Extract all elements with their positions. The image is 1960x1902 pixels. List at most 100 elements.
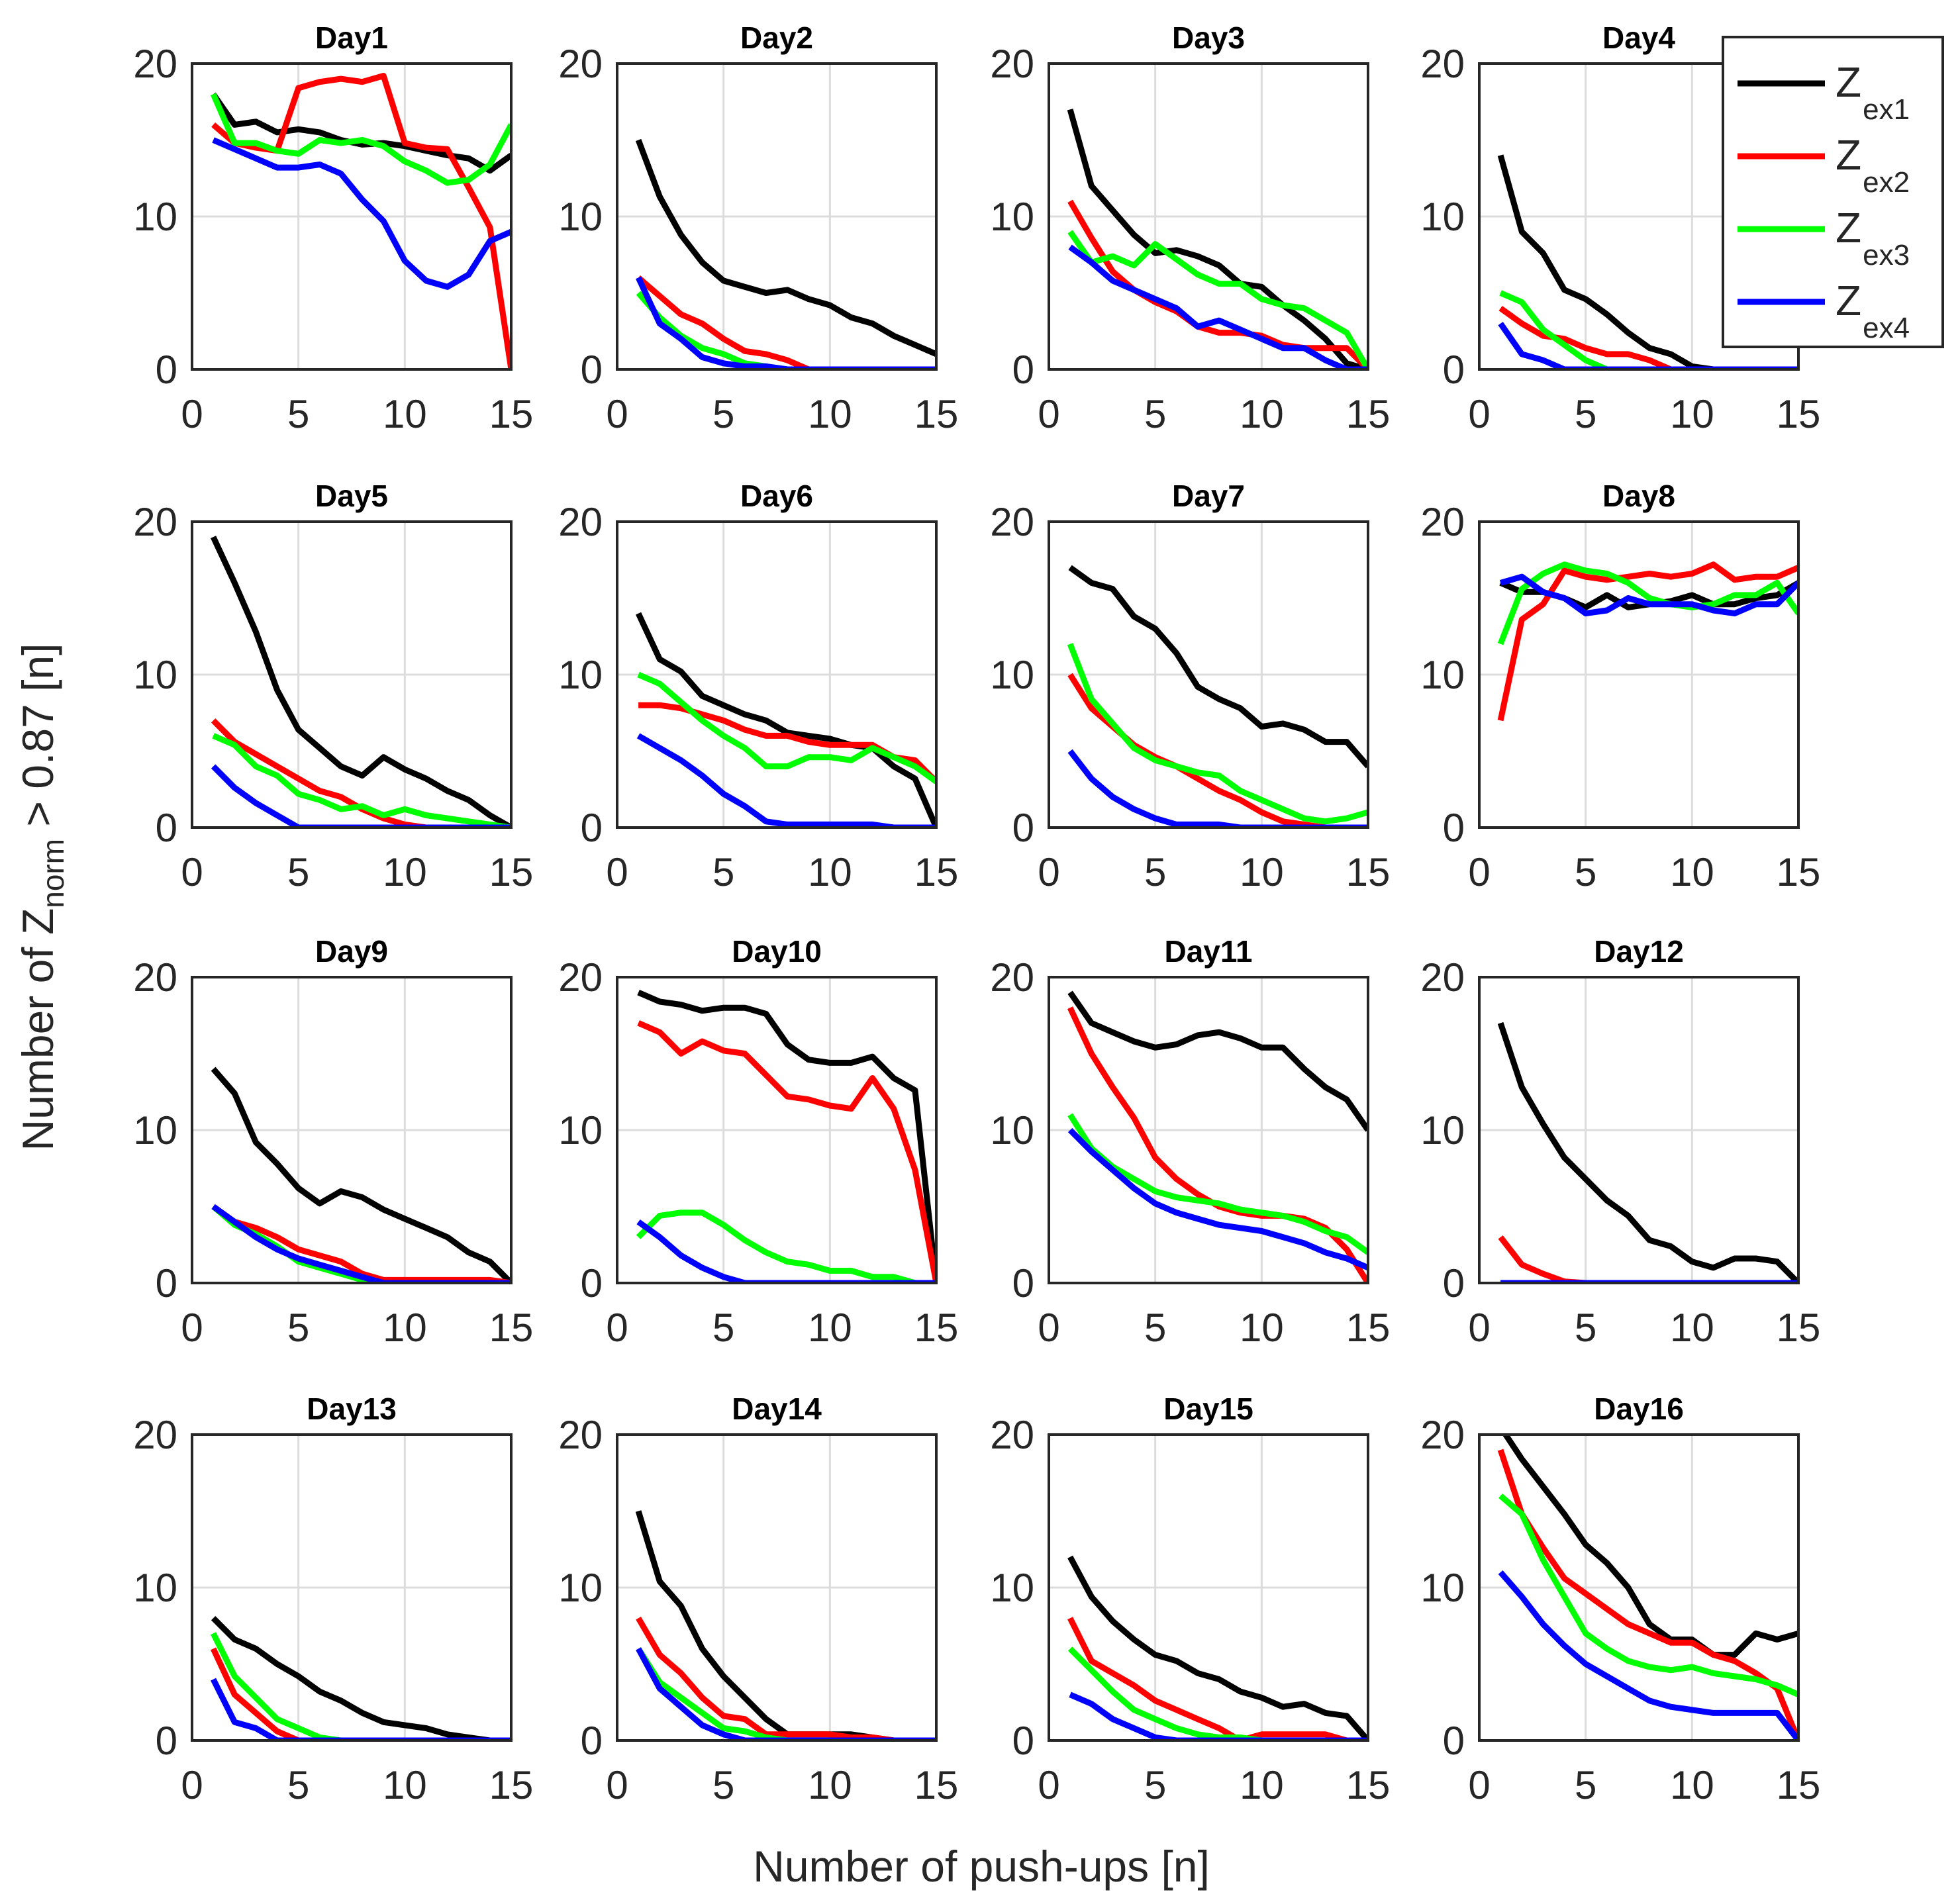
series-line-ex1 — [636, 612, 936, 828]
series-line-ex2 — [1498, 1235, 1798, 1283]
series-line-ex3 — [210, 93, 511, 186]
y-tick-label: 0 — [581, 1719, 603, 1763]
y-tick-label: 10 — [133, 653, 177, 697]
series-line-ex1 — [1067, 1555, 1368, 1740]
x-tick-label: 10 — [1670, 1306, 1714, 1350]
x-tick-label: 0 — [181, 850, 203, 894]
x-tick-label: 15 — [1346, 1306, 1391, 1350]
series-line-ex2 — [211, 1647, 511, 1740]
series-group — [211, 536, 511, 828]
series-line-ex2 — [1497, 1449, 1798, 1740]
series-line-ex4 — [211, 1204, 511, 1283]
x-tick-label: 0 — [1038, 850, 1059, 894]
y-tick-label: 10 — [1420, 653, 1465, 697]
panel-day1: Day1 0 5 10 15 0 10 20 — [133, 21, 533, 436]
x-tick-label: 10 — [808, 1763, 852, 1807]
y-tick-label: 10 — [990, 1108, 1034, 1153]
panel-day16: Day16 0 5 10 15 0 10 20 — [1420, 1392, 1820, 1807]
y-tick-label: 20 — [1420, 955, 1465, 1000]
x-tick-label: 0 — [181, 1763, 203, 1807]
panel-day14: Day14 0 5 10 15 0 10 20 — [558, 1392, 958, 1807]
series-line-ex1 — [211, 1616, 511, 1740]
series-line-ex3 — [1499, 290, 1798, 369]
series-line-ex3 — [1067, 643, 1368, 825]
legend-label-ex3: Zex3 — [1836, 204, 1910, 271]
series-line-ex2 — [1497, 561, 1798, 722]
x-tick-label: 10 — [808, 392, 852, 436]
x-tick-label: 5 — [1575, 392, 1596, 436]
y-tick-label: 20 — [558, 955, 603, 1000]
y-tick-label: 0 — [156, 348, 177, 392]
x-tick-label: 0 — [606, 392, 628, 436]
x-tick-label: 15 — [914, 850, 959, 894]
series-group — [210, 73, 511, 369]
panel-title: Day6 — [740, 479, 813, 513]
series-line-ex2 — [637, 1020, 936, 1283]
x-tick-label: 15 — [489, 1763, 534, 1807]
panel-title: Day8 — [1602, 479, 1675, 513]
series-line-ex4 — [636, 733, 936, 828]
y-tick-label: 0 — [1443, 806, 1465, 850]
x-tick-label: 0 — [1038, 1763, 1059, 1807]
axes-box — [191, 976, 513, 1284]
panel-title: Day11 — [1164, 934, 1252, 969]
y-tick-label: 0 — [1012, 348, 1034, 392]
panel-day3: Day3 0 5 10 15 0 10 20 — [990, 21, 1390, 436]
y-tick-label: 10 — [133, 195, 177, 239]
panel-day12: Day12 0 5 10 15 0 10 20 — [1420, 934, 1820, 1350]
series-group — [1067, 565, 1368, 828]
y-tick-label: 20 — [133, 42, 177, 86]
x-tick-label: 10 — [1670, 1763, 1714, 1807]
x-tick-label: 0 — [181, 392, 203, 436]
y-tick-label: 0 — [156, 1719, 177, 1763]
series-line-ex1 — [211, 1067, 511, 1283]
series-line-ex3 — [636, 291, 936, 369]
series-line-ex3 — [636, 1210, 936, 1283]
panel-title: Day7 — [1172, 479, 1245, 513]
x-tick-label: 15 — [1777, 1763, 1821, 1807]
x-tick-label: 10 — [1670, 850, 1714, 894]
axes-box — [1048, 520, 1369, 829]
y-tick-label: 10 — [133, 1108, 177, 1153]
panel-day4: Day4 0 5 10 15 0 10 20 — [1420, 21, 1820, 436]
series-line-ex1 — [637, 989, 936, 1283]
x-tick-label: 5 — [287, 1306, 309, 1350]
panel-day8: Day8 0 5 10 15 0 10 20 — [1420, 479, 1820, 894]
series-group — [211, 1616, 511, 1740]
axes-box — [1478, 976, 1800, 1284]
series-group — [635, 1510, 936, 1740]
series-line-ex4 — [211, 1678, 511, 1740]
y-axis-label: Number of Znorm > 0.87 [n] — [13, 643, 70, 1151]
series-group — [1067, 109, 1368, 369]
panel-title: Day5 — [315, 479, 388, 513]
x-tick-label: 5 — [287, 850, 309, 894]
axes-box — [191, 520, 513, 829]
y-tick-label: 20 — [1420, 500, 1465, 544]
axes-box — [1048, 976, 1369, 1284]
y-tick-label: 0 — [581, 1261, 603, 1306]
y-tick-label: 20 — [1420, 42, 1465, 86]
panel-title: Day12 — [1594, 934, 1684, 969]
legend-label-main: Z — [1836, 131, 1861, 179]
y-tick-label: 0 — [1012, 806, 1034, 850]
series-line-ex4 — [1067, 749, 1368, 828]
series-line-ex3 — [211, 1632, 511, 1740]
series-line-ex4 — [636, 1219, 936, 1283]
y-tick-label: 0 — [581, 806, 603, 850]
x-tick-label: 10 — [383, 1763, 427, 1807]
panel-day9: Day9 0 5 10 15 0 10 20 — [133, 934, 533, 1350]
panel-title: Day14 — [732, 1392, 822, 1426]
y-tick-label: 20 — [133, 500, 177, 544]
panel-day11: Day11 0 5 10 15 0 10 20 — [990, 934, 1390, 1350]
y-tick-label: 20 — [558, 500, 603, 544]
axes-box — [1478, 520, 1800, 829]
y-tick-label: 20 — [990, 955, 1034, 1000]
series-line-ex1 — [1067, 990, 1368, 1132]
panel-day5: Day5 0 5 10 15 0 10 20 — [133, 479, 533, 894]
series-line-ex4 — [636, 1647, 936, 1740]
x-tick-label: 5 — [287, 1763, 309, 1807]
x-tick-label: 5 — [1575, 1306, 1596, 1350]
x-tick-label: 10 — [383, 392, 427, 436]
